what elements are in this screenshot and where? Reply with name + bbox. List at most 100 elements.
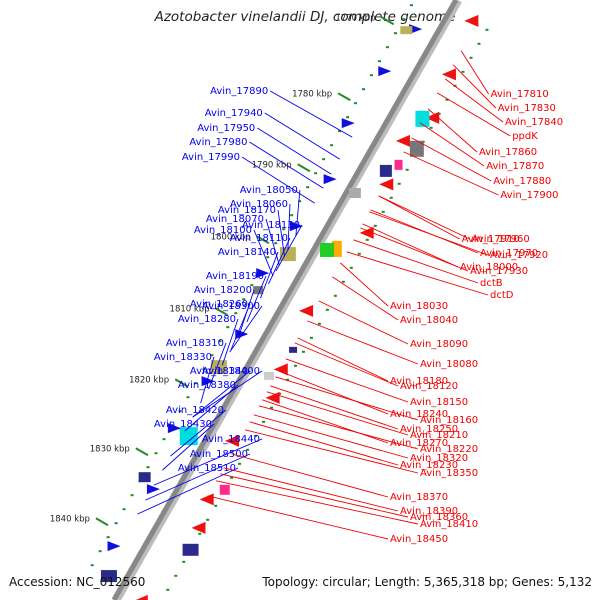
gene-leader-line — [411, 137, 492, 182]
minor-tick — [242, 298, 246, 301]
gene-leader-line — [277, 209, 285, 257]
gene-leader-line — [260, 251, 279, 299]
minor-tick — [162, 438, 166, 441]
minor-tick — [198, 532, 202, 535]
gene-leader-line — [241, 156, 315, 204]
gene-label: Avin_18220 — [420, 444, 478, 455]
gene-leader-line — [223, 467, 399, 512]
gene-block — [400, 26, 413, 35]
gene-leader-line — [265, 218, 280, 266]
minor-tick — [477, 42, 481, 45]
gene-label: Avin_18430 — [154, 419, 212, 430]
gene-leader-line — [258, 405, 419, 450]
forward-gene-arrow — [256, 268, 270, 279]
gene-leader-line — [369, 211, 489, 256]
minor-tick — [174, 574, 178, 577]
gene-leader-line — [266, 391, 409, 436]
kbp-tick-label: 1780 kbp — [292, 89, 332, 99]
minor-tick — [461, 70, 465, 73]
gene-leader-line — [307, 320, 419, 365]
reverse-gene-arrow — [359, 226, 374, 239]
gene-label: Avin_18110 — [230, 233, 288, 244]
minor-tick — [226, 326, 230, 329]
minor-tick — [290, 214, 294, 217]
kbp-tick — [135, 447, 149, 457]
gene-leader-line — [162, 423, 215, 471]
gene-label: Avin_18190 — [206, 271, 264, 282]
gene-label: dctD — [490, 290, 514, 301]
minor-tick — [250, 284, 254, 287]
gene-leader-line — [378, 195, 460, 240]
minor-tick — [341, 280, 345, 283]
minor-tick — [346, 116, 350, 119]
gene-leader-line — [246, 275, 267, 323]
minor-tick — [309, 336, 313, 339]
gene-label: Avin_18160 — [420, 415, 478, 426]
gene-label: Avin_17960 — [472, 234, 530, 245]
topology-label: Topology: circular; Length: 5,365,318 bp… — [262, 575, 592, 589]
gene-leader-line — [262, 399, 389, 444]
gene-leader-line — [297, 337, 389, 382]
reverse-gene-arrow — [395, 134, 410, 147]
minor-tick — [381, 210, 385, 213]
gene-label: Avin_18140 — [218, 247, 276, 258]
gene-label: Avin_17830 — [498, 103, 556, 114]
forward-gene-arrow — [341, 118, 355, 129]
gene-leader-line — [221, 318, 239, 366]
kbp-tick-label: 1800 kbp — [211, 232, 251, 242]
minor-tick — [194, 382, 198, 385]
gene-leader-line — [378, 195, 470, 240]
gene-leader-line — [231, 453, 389, 498]
gene-label: Avin_18070 — [206, 214, 264, 225]
reverse-gene-arrow — [199, 493, 214, 506]
gene-leader-line — [245, 429, 419, 474]
minor-tick — [445, 98, 449, 101]
gene-leader-line — [170, 409, 227, 457]
minor-tick — [469, 56, 473, 59]
gene-leader-line — [208, 342, 227, 390]
gene-label: Avin_17840 — [505, 117, 563, 128]
minor-tick — [266, 256, 270, 259]
gene-leader-line — [460, 50, 489, 95]
gene-label: Avin_17810 — [491, 89, 549, 100]
gene-label: ppdK — [512, 131, 538, 142]
reverse-gene-arrow — [425, 111, 440, 124]
gene-block — [179, 427, 198, 446]
gene-leader-line — [184, 384, 239, 432]
gene-block — [409, 140, 424, 157]
gene-leader-line — [264, 112, 340, 160]
gene-label: Avin_18360 — [410, 512, 468, 523]
gene-leader-line — [295, 189, 301, 237]
minor-tick — [354, 102, 358, 105]
gene-leader-line — [403, 151, 499, 196]
gene-label: Avin_17870 — [486, 161, 544, 172]
gene-block — [138, 472, 151, 483]
minor-tick — [214, 504, 218, 507]
gene-label: dctB — [480, 278, 503, 289]
reverse-gene-arrow — [191, 521, 206, 534]
minor-tick — [122, 508, 126, 511]
gene-label: Avin_18450 — [390, 534, 448, 545]
minor-tick — [322, 158, 326, 161]
minor-tick — [330, 144, 334, 147]
minor-tick — [405, 168, 409, 171]
minor-tick — [186, 396, 190, 399]
minor-tick — [293, 364, 297, 367]
minor-tick — [298, 200, 302, 203]
minor-tick — [333, 294, 337, 297]
gene-label: Avin_17930 — [470, 266, 528, 277]
minor-tick — [338, 130, 342, 133]
gene-label: Avin_18200 — [194, 285, 252, 296]
minor-tick — [373, 224, 377, 227]
minor-tick — [202, 368, 206, 371]
gene-leader-line — [452, 64, 497, 109]
gene-label: Avin_18210 — [410, 430, 468, 441]
minor-tick — [285, 378, 289, 381]
gene-leader-line — [360, 227, 469, 272]
gene-label: Avin_17910 — [462, 234, 520, 245]
kbp-tick-label: 1840 kbp — [50, 514, 90, 524]
gene-leader-line — [207, 495, 389, 540]
kbp-tick-label: 1820 kbp — [129, 375, 169, 385]
gene-leader-line — [340, 262, 389, 307]
gene-label: Avin_17860 — [479, 147, 537, 158]
